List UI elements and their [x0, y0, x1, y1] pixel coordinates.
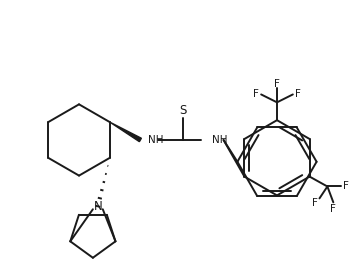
Text: F: F [343, 181, 349, 192]
Text: F: F [253, 89, 259, 99]
Text: F: F [330, 204, 336, 214]
Text: N: N [93, 200, 102, 213]
Polygon shape [110, 122, 141, 142]
Text: NH: NH [212, 135, 227, 145]
Text: F: F [274, 79, 280, 89]
Text: F: F [295, 89, 301, 99]
Text: NH: NH [148, 135, 164, 145]
Text: S: S [179, 104, 187, 117]
Text: F: F [311, 198, 318, 208]
